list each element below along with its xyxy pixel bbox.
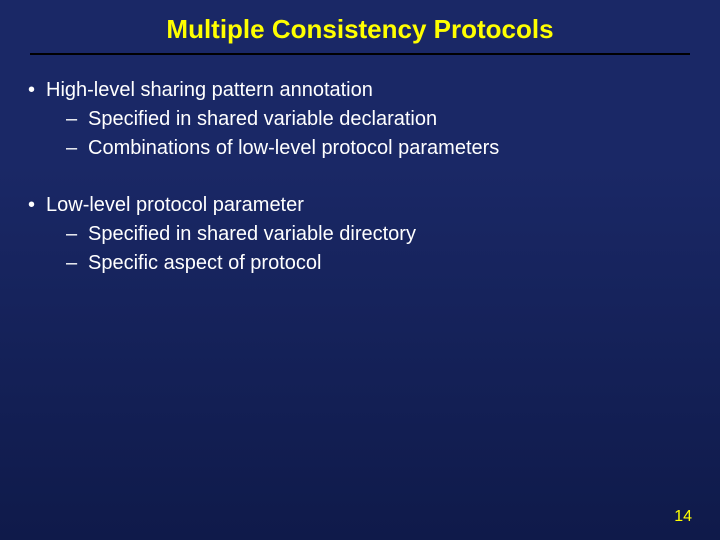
slide-content: • High-level sharing pattern annotation …: [0, 55, 720, 277]
bullet-text: High-level sharing pattern annotation: [46, 77, 692, 104]
sub-text: Specified in shared variable declaration: [88, 106, 692, 133]
sub-text: Specific aspect of protocol: [88, 250, 692, 277]
dash-marker: –: [66, 135, 88, 162]
bullet-text: Low-level protocol parameter: [46, 192, 692, 219]
sub-item: – Specific aspect of protocol: [66, 250, 692, 277]
bullet-item: • Low-level protocol parameter: [28, 192, 692, 219]
slide-title: Multiple Consistency Protocols: [0, 0, 720, 53]
bullet-marker: •: [28, 192, 46, 219]
dash-marker: –: [66, 106, 88, 133]
sub-item: – Specified in shared variable declarati…: [66, 106, 692, 133]
bullet-item: • High-level sharing pattern annotation: [28, 77, 692, 104]
sub-item: – Specified in shared variable directory: [66, 221, 692, 248]
sub-text: Specified in shared variable directory: [88, 221, 692, 248]
page-number: 14: [674, 508, 692, 526]
dash-marker: –: [66, 250, 88, 277]
dash-marker: –: [66, 221, 88, 248]
bullet-marker: •: [28, 77, 46, 104]
sub-item: – Combinations of low-level protocol par…: [66, 135, 692, 162]
sub-text: Combinations of low-level protocol param…: [88, 135, 692, 162]
block-spacer: [28, 164, 692, 192]
